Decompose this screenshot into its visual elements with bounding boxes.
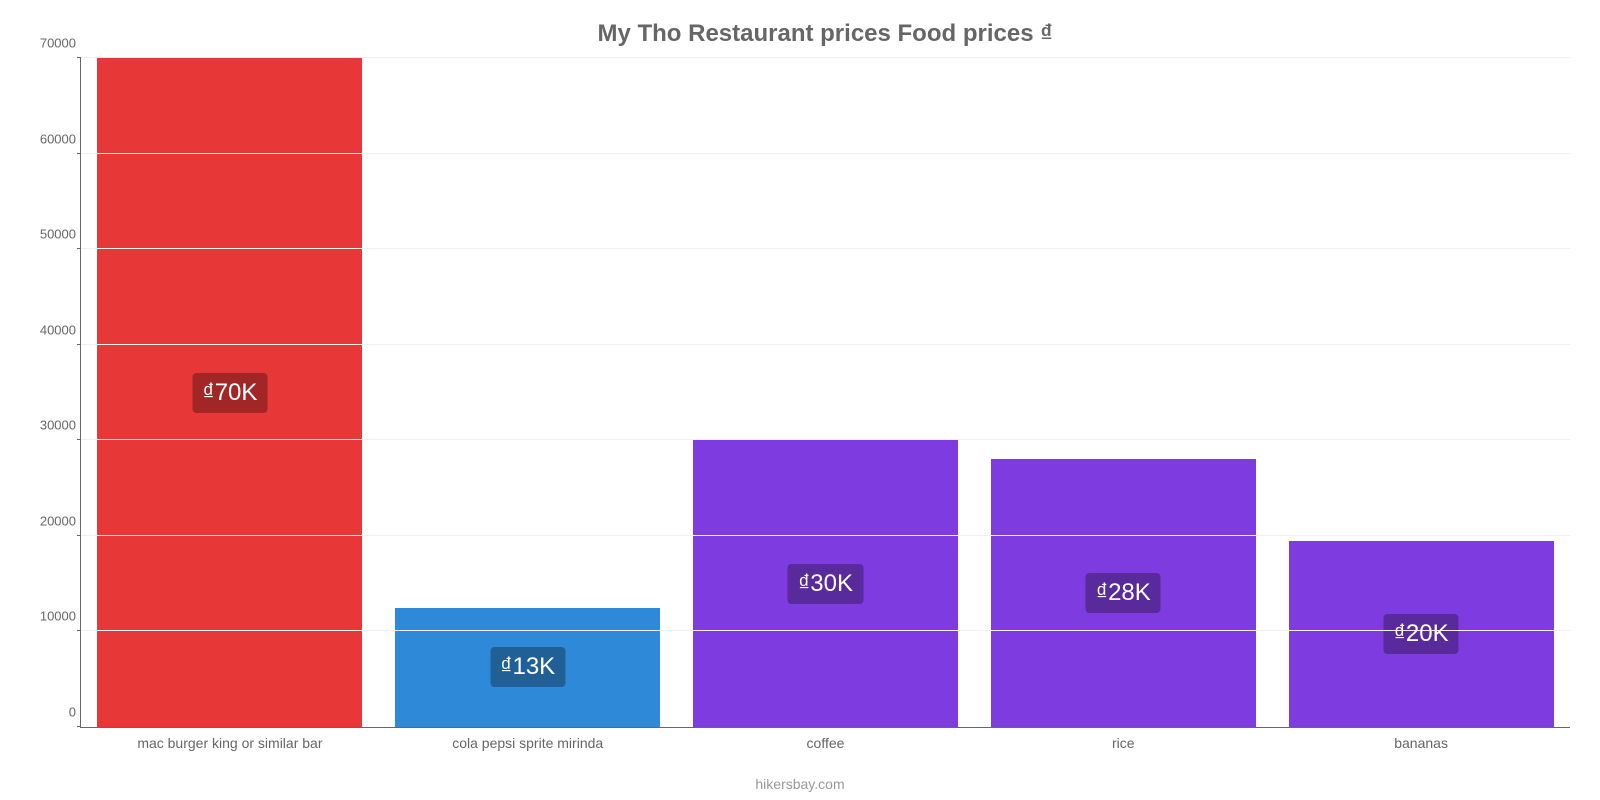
bar: ₫70K: [97, 58, 362, 727]
ytick-mark: [77, 344, 81, 345]
chart-container: My Tho Restaurant prices Food prices ₫ ₫…: [0, 0, 1600, 800]
xtick-label: bananas: [1123, 735, 1600, 751]
bars-group: ₫70Kmac burger king or similar bar₫13Kco…: [81, 58, 1570, 727]
ytick-mark: [77, 630, 81, 631]
plot-area: ₫70Kmac burger king or similar bar₫13Kco…: [80, 58, 1570, 728]
bar-value-label: ₫28K: [1086, 573, 1161, 613]
ytick-mark: [77, 153, 81, 154]
gridline: [81, 630, 1570, 631]
bar-value-label: ₫20K: [1384, 614, 1459, 654]
ytick-label: 50000: [31, 227, 76, 242]
bar: ₫30K: [693, 440, 958, 727]
bar-value-label: ₫70K: [192, 373, 267, 413]
bar-value-label: ₫30K: [788, 564, 863, 604]
bar-value-label: ₫13K: [490, 647, 565, 687]
bar-slot: ₫70Kmac burger king or similar bar: [81, 58, 379, 727]
bar-slot: ₫20Kbananas: [1272, 58, 1570, 727]
ytick-label: 40000: [31, 322, 76, 337]
ytick-label: 70000: [31, 36, 76, 51]
gridline: [81, 153, 1570, 154]
gridline: [81, 439, 1570, 440]
bar-slot: ₫28Krice: [974, 58, 1272, 727]
ytick-label: 0: [31, 705, 76, 720]
ytick-mark: [77, 535, 81, 536]
ytick-label: 60000: [31, 131, 76, 146]
ytick-mark: [77, 439, 81, 440]
gridline: [81, 344, 1570, 345]
bar-slot: ₫30Kcoffee: [677, 58, 975, 727]
gridline: [81, 535, 1570, 536]
ytick-label: 20000: [31, 513, 76, 528]
bar-slot: ₫13Kcola pepsi sprite mirinda: [379, 58, 677, 727]
bar: ₫28K: [991, 459, 1256, 727]
chart-source: hikersbay.com: [0, 776, 1600, 792]
ytick-label: 30000: [31, 418, 76, 433]
ytick-mark: [77, 57, 81, 58]
chart-title: My Tho Restaurant prices Food prices ₫: [80, 20, 1570, 48]
ytick-label: 10000: [31, 609, 76, 624]
gridline: [81, 57, 1570, 58]
ytick-mark: [77, 248, 81, 249]
bar: ₫13K: [395, 608, 660, 727]
ytick-mark: [77, 726, 81, 727]
gridline: [81, 248, 1570, 249]
bar: ₫20K: [1289, 541, 1554, 727]
